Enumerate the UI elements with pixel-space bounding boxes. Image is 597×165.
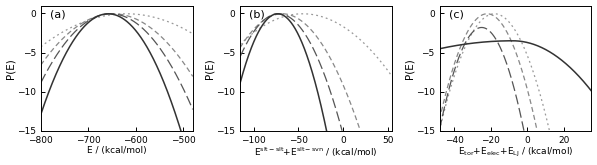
X-axis label: E / (kcal/mol): E / (kcal/mol)	[87, 146, 147, 155]
Text: (c): (c)	[449, 9, 463, 19]
Text: (b): (b)	[250, 9, 265, 19]
Text: (a): (a)	[50, 9, 66, 19]
Y-axis label: P(E): P(E)	[205, 58, 215, 79]
Y-axis label: P(E): P(E)	[404, 58, 414, 79]
Y-axis label: P(E): P(E)	[5, 58, 16, 79]
X-axis label: E$^{\mathrm{slt-slt}}$+E$^{\mathrm{slt-svn}}$ / (kcal/mol): E$^{\mathrm{slt-slt}}$+E$^{\mathrm{slt-s…	[254, 146, 378, 159]
X-axis label: E$_{\mathrm{tor}}$+E$_{\mathrm{elec}}$+E$_{\mathrm{LJ}}$ / (kcal/mol): E$_{\mathrm{tor}}$+E$_{\mathrm{elec}}$+E…	[458, 146, 573, 159]
